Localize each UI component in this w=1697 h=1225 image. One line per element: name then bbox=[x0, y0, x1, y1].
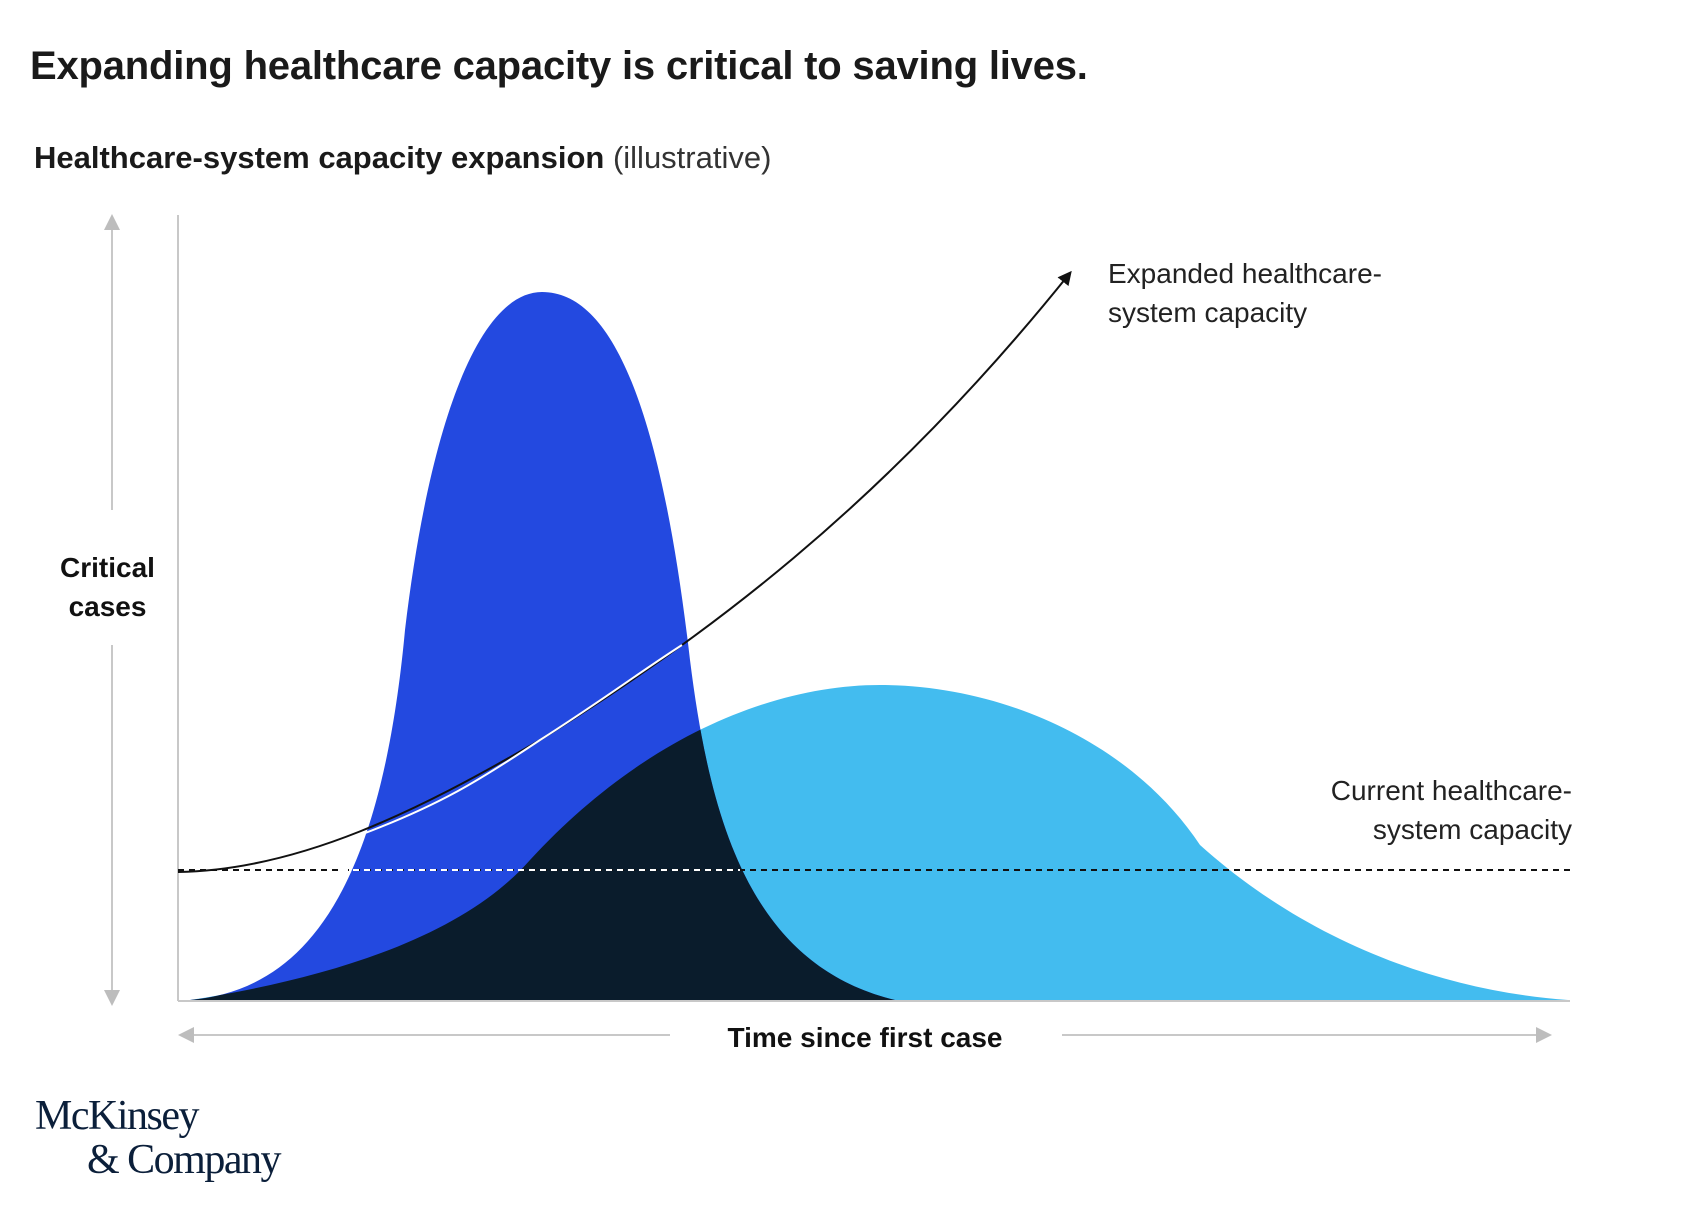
current-capacity-label: Current healthcare- system capacity bbox=[1330, 775, 1572, 845]
chart-subtitle: Healthcare-system capacity expansion (il… bbox=[34, 140, 771, 176]
expanded-capacity-line-on-fill bbox=[359, 644, 683, 836]
subtitle-qualifier: (illustrative) bbox=[612, 140, 772, 175]
overlap-area bbox=[190, 685, 895, 1000]
x-axis-label: Time since first case bbox=[727, 1022, 1003, 1053]
logo-line-2: & Company bbox=[87, 1137, 282, 1183]
y-axis-label: Critical cases bbox=[60, 552, 155, 622]
logo-line-1: McKinsey bbox=[35, 1093, 199, 1139]
subtitle-main: Healthcare-system capacity expansion bbox=[34, 140, 605, 175]
mckinsey-logo: McKinsey & Company bbox=[35, 1093, 282, 1183]
expanded-capacity-label: Expanded healthcare- system capacity bbox=[1108, 258, 1382, 328]
chart-title: Expanding healthcare capacity is critica… bbox=[30, 44, 1088, 88]
